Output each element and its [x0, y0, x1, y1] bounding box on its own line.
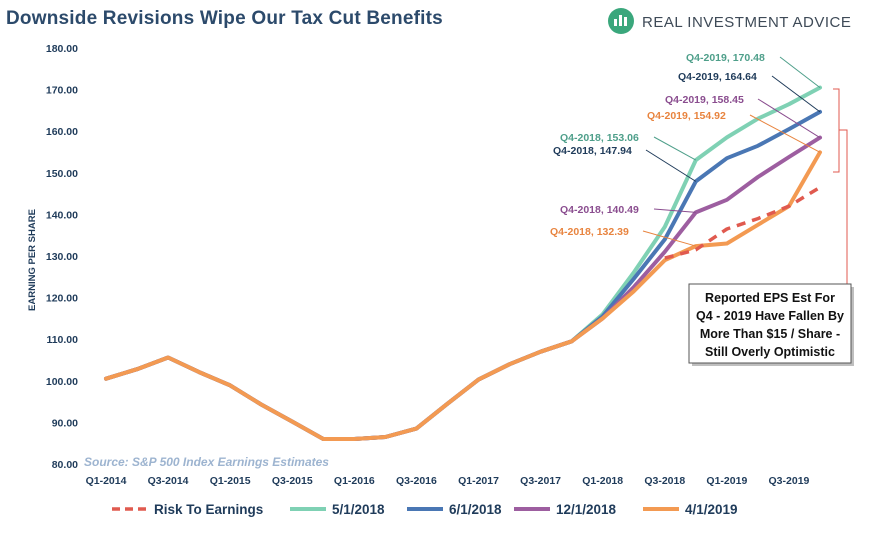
data-label: Q4-2018, 147.94 — [553, 145, 632, 157]
annotation-leader — [642, 230, 696, 247]
callout-line-1: Reported EPS Est For — [705, 291, 835, 305]
source-note: Source: S&P 500 Index Earnings Estimates — [84, 455, 329, 469]
x-tick-label: Q1-2017 — [458, 475, 499, 487]
x-tick-label: Q1-2014 — [86, 475, 127, 487]
series-layer — [104, 85, 822, 441]
callout-line-3: More Than $15 / Share - — [700, 327, 840, 341]
legend-label: Risk To Earnings — [154, 502, 263, 517]
x-tick-label: Q1-2015 — [210, 475, 251, 487]
x-tick-label: Q3-2016 — [396, 475, 437, 487]
y-tick-label: 90.00 — [52, 417, 78, 429]
y-tick-label: 180.00 — [46, 43, 78, 55]
annotation-leader — [771, 75, 821, 113]
x-tick-label: Q3-2019 — [769, 475, 810, 487]
series-line-risk-to-earnings — [664, 185, 821, 260]
y-axis-label: EARNING PER SHARE — [27, 209, 38, 311]
x-tick-label: Q1-2016 — [334, 475, 375, 487]
data-label: Q4-2019, 164.64 — [678, 71, 757, 83]
data-label: Q4-2018, 140.49 — [560, 204, 639, 216]
x-tick-label: Q1-2019 — [706, 475, 747, 487]
callout-bracket — [833, 88, 848, 284]
data-label: Q4-2019, 154.92 — [647, 110, 726, 122]
y-tick-label: 110.00 — [46, 334, 78, 346]
x-tick-label: Q3-2017 — [520, 475, 561, 487]
y-tick-label: 120.00 — [46, 293, 78, 305]
brand-logo: REAL INVESTMENT ADVICE — [608, 8, 851, 34]
callout-box: Reported EPS Est For Q4 - 2019 Have Fall… — [688, 283, 854, 366]
data-label: Q4-2019, 170.48 — [686, 52, 765, 64]
y-tick-label: 170.00 — [46, 85, 78, 97]
chart-title: Downside Revisions Wipe Our Tax Cut Bene… — [6, 8, 443, 29]
annotation-leader — [645, 149, 697, 182]
y-tick-label: 160.00 — [46, 126, 78, 138]
annotation-leader — [653, 208, 696, 213]
data-label: Q4-2018, 132.39 — [550, 226, 629, 238]
legend-label: 6/1/2018 — [449, 502, 502, 517]
legend: Risk To Earnings 5/1/2018 6/1/2018 12/1/201… — [112, 502, 738, 517]
x-tick-label: Q3-2014 — [148, 475, 189, 487]
data-label: Q4-2018, 153.06 — [560, 132, 639, 144]
annotation-labels: Q4-2019, 170.48 Q4-2019, 164.64 Q4-2019, 1… — [550, 52, 765, 238]
x-axis-ticks: Q1-2014 Q3-2014 Q1-2015 Q3-2015 Q1-2016 Q3-20… — [86, 475, 810, 487]
annotation-leaders — [642, 56, 821, 247]
y-tick-label: 140.00 — [46, 209, 78, 221]
legend-label: 12/1/2018 — [556, 502, 617, 517]
y-tick-label: 150.00 — [46, 168, 78, 180]
y-axis-ticks: 80.00 90.00 100.00 110.00 120.00 130.00 140.00… — [46, 43, 78, 471]
callout-line-2: Q4 - 2019 Have Fallen By — [696, 309, 844, 323]
x-tick-label: Q3-2015 — [272, 475, 313, 487]
y-tick-label: 100.00 — [46, 376, 78, 388]
annotation-leader — [779, 56, 821, 89]
annotation-leader — [653, 136, 697, 161]
y-tick-label: 130.00 — [46, 251, 78, 263]
legend-label: 4/1/2019 — [685, 502, 738, 517]
annotation-leader — [749, 114, 821, 153]
callout-line-4: Still Overly Optimistic — [705, 345, 835, 359]
y-tick-label: 80.00 — [52, 459, 78, 471]
x-tick-label: Q1-2018 — [582, 475, 623, 487]
brand-name: REAL INVESTMENT ADVICE — [642, 14, 851, 31]
data-label: Q4-2019, 158.45 — [665, 94, 744, 106]
legend-label: 5/1/2018 — [332, 502, 385, 517]
x-tick-label: Q3-2018 — [644, 475, 685, 487]
annotation-leader — [757, 98, 821, 139]
